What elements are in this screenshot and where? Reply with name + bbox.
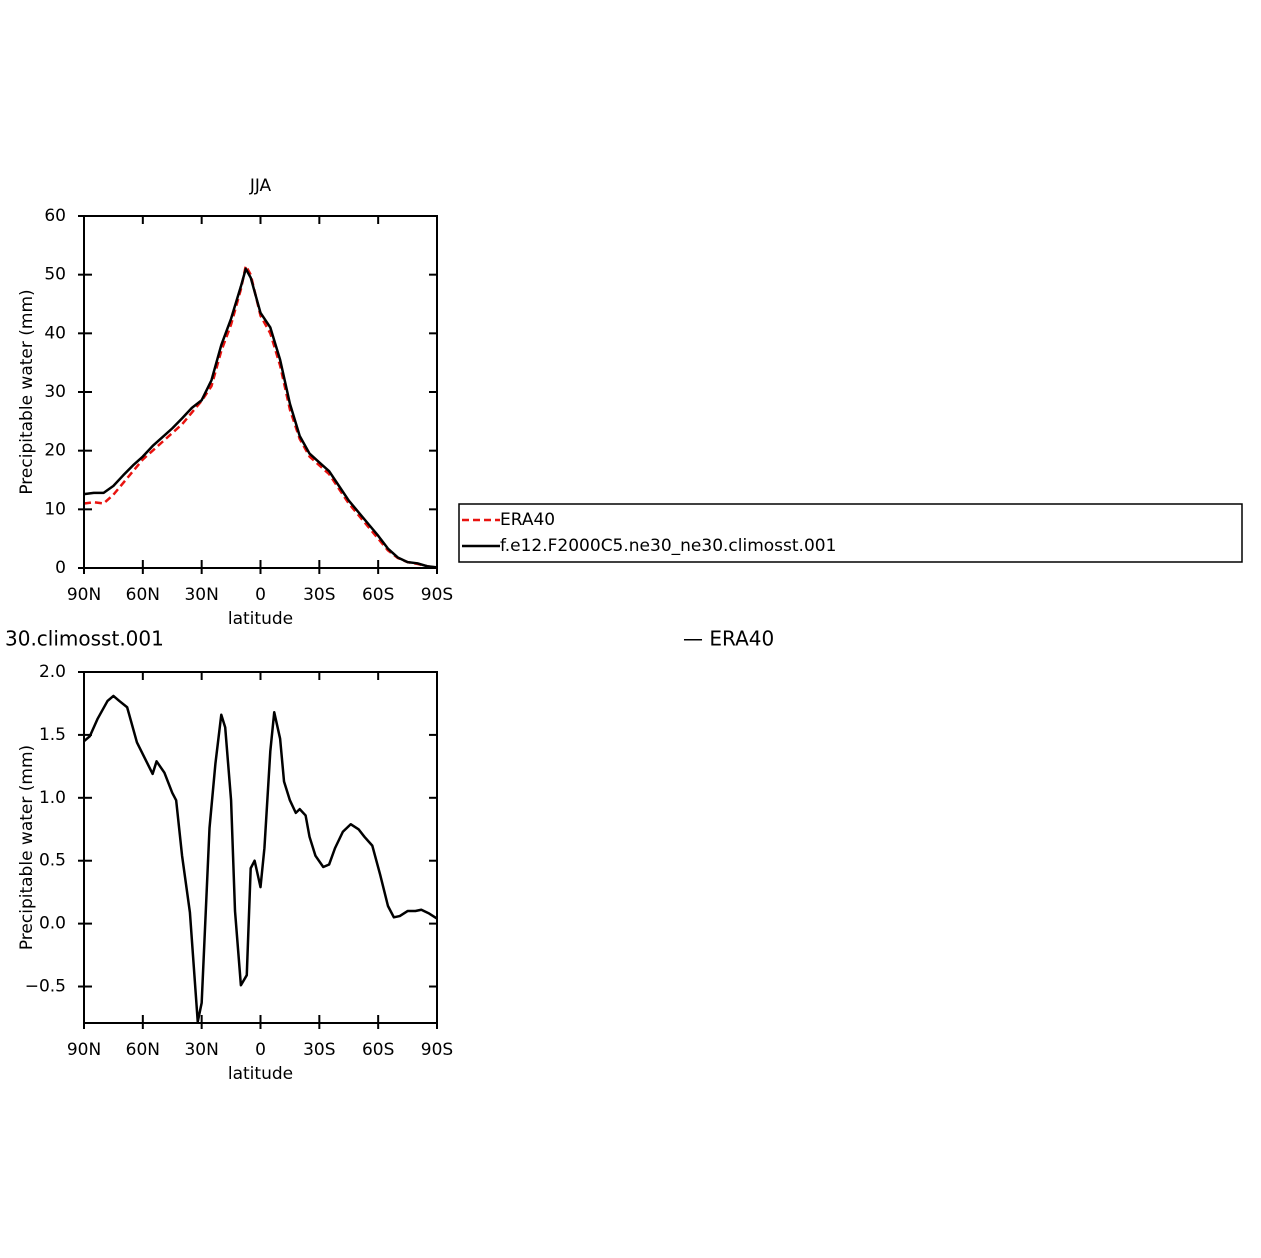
x-tick-label: 90S — [421, 1040, 453, 1060]
y-tick-label: 40 — [44, 323, 66, 343]
x-tick-label: 90N — [67, 1040, 101, 1060]
x-tick-label: 60N — [126, 1040, 160, 1060]
y-tick-label: 2.0 — [39, 662, 66, 682]
x-tick-label: 30N — [184, 585, 218, 605]
y-tick-label: 0 — [55, 558, 66, 578]
x-axis-label: latitude — [228, 1064, 293, 1084]
y-tick-label: 0.0 — [39, 914, 66, 934]
plot: 30.climosst.001 — ERA40 latitude Precipitab… — [5, 627, 774, 1085]
y-tick-label: 1.5 — [39, 725, 66, 745]
chart-title-left: 30.climosst.001 — [5, 627, 164, 651]
chart-title-right: — ERA40 — [683, 627, 774, 651]
y-tick-label: 0.5 — [39, 851, 66, 871]
x-tick-label: 30N — [184, 1040, 218, 1060]
series-line — [83, 267, 438, 569]
y-axis-label: Precipitable water (mm) — [17, 289, 37, 494]
y-tick-label: 60 — [44, 206, 66, 226]
y-tick-label: −0.5 — [25, 977, 66, 997]
x-tick-label: 0 — [255, 585, 266, 605]
plot: JJA latitude Precipitable water (mm) 0 10 20 3… — [17, 176, 1243, 629]
legend-label: ERA40 — [500, 510, 555, 530]
x-tick-label: 90N — [67, 585, 101, 605]
legend: ERA40 f.e12.F2000C5.ne30_ne30.climosst.00… — [458, 503, 1243, 563]
legend-label: f.e12.F2000C5.ne30_ne30.climosst.001 — [500, 536, 836, 556]
x-tick-label: 60N — [126, 585, 160, 605]
x-tick-label: 0 — [255, 1040, 266, 1060]
x-tick-label: 90S — [421, 585, 453, 605]
y-tick-label: 1.0 — [39, 788, 66, 808]
y-tick-label: 30 — [44, 382, 66, 402]
x-tick-label: 60S — [362, 1040, 394, 1060]
y-tick-label: 10 — [44, 499, 66, 519]
y-axis-label: Precipitable water (mm) — [17, 745, 37, 950]
series-line — [83, 694, 438, 1023]
clip-group: Precipitable water (mm) — [17, 745, 37, 950]
x-tick-label: 60S — [362, 585, 394, 605]
plot-frame — [83, 215, 438, 569]
y-tick-label: 50 — [44, 265, 66, 285]
y-tick-label: 20 — [44, 441, 66, 461]
chart-title: JJA — [249, 176, 272, 196]
legend-box — [458, 503, 1243, 563]
x-tick-label: 30S — [303, 585, 335, 605]
x-axis-label: latitude — [228, 609, 293, 629]
plot-frame — [83, 671, 438, 1024]
x-tick-label: 30S — [303, 1040, 335, 1060]
